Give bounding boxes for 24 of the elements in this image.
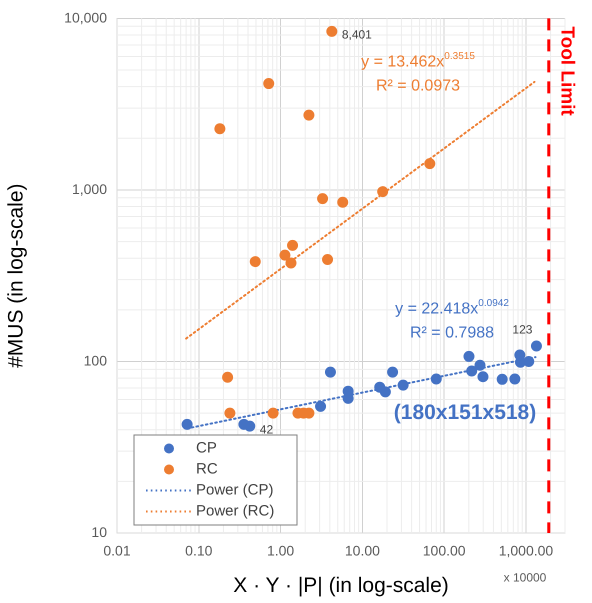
y-tick-label: 10,000 <box>64 9 108 26</box>
x-tick-label: 100.00 <box>422 542 466 558</box>
y-axis-title: #MUS (in log-scale) <box>4 184 28 368</box>
x-tick-label: 0.10 <box>185 542 213 558</box>
legend-label: Power (RC) <box>196 502 274 520</box>
data-label: 123 <box>512 322 533 336</box>
annotation: (180x151x518) <box>394 400 536 424</box>
x-tick-label: 0.01 <box>103 542 131 558</box>
legend-label: RC <box>196 460 218 478</box>
x-tick-label: 1,000.00 <box>498 542 554 558</box>
x-axis-title: X · Y · |P| (in log-scale) <box>233 574 449 598</box>
y-tick-label: 1,000 <box>72 180 108 197</box>
text: x 10000 <box>504 570 547 584</box>
data-label: 42 <box>260 422 274 436</box>
data-label: 8,401 <box>342 28 372 42</box>
ref-line-label: Tool Limit <box>556 26 578 116</box>
y-tick-label: 10 <box>91 524 108 540</box>
legend-label: Power (CP) <box>196 482 274 499</box>
annotation: R² = 0.7988 <box>410 324 494 342</box>
annotation: R² = 0.0973 <box>376 77 460 94</box>
y-tick-label: 100 <box>84 352 108 368</box>
x-tick-label: 1.00 <box>266 542 294 558</box>
legend-label: CP <box>196 440 217 457</box>
x-tick-label: 10.00 <box>344 542 380 558</box>
